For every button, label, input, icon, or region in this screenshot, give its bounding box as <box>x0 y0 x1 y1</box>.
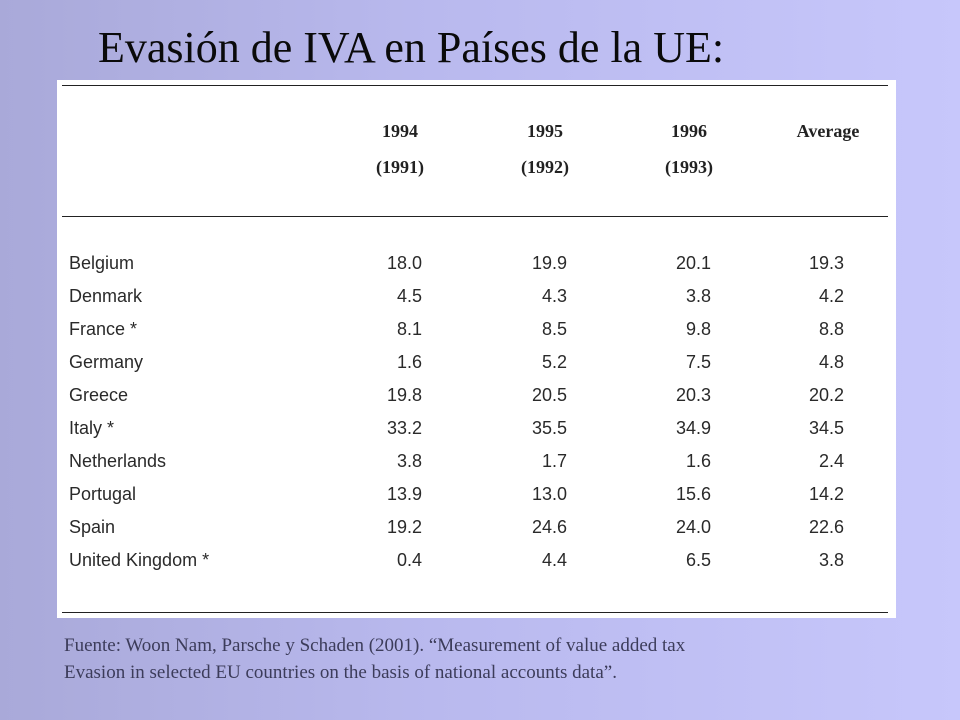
value-cell: 18.0 <box>386 253 422 273</box>
header-1993: (1993) <box>665 157 713 177</box>
value-cell: 7.5 <box>685 352 711 372</box>
header-1994: 1994 <box>382 121 418 141</box>
value-cell: 19.9 <box>531 253 567 273</box>
value-cell: 6.5 <box>685 550 711 570</box>
value-cell: 4.8 <box>818 352 844 372</box>
value-cell: 14.2 <box>808 484 844 504</box>
value-cell: 20.2 <box>808 385 844 405</box>
value-cell: 1.6 <box>396 352 422 372</box>
value-cell: 4.5 <box>396 286 422 306</box>
table-bottom-rule <box>62 612 888 613</box>
value-cell: 4.4 <box>541 550 567 570</box>
header-average: Average <box>796 121 860 141</box>
value-cell: 0.4 <box>396 550 422 570</box>
table-image: 1994 (1991) 1995 (1992) 1996 (1993) Aver… <box>57 80 896 618</box>
table-row: Greece 19.8 20.5 20.3 20.2 <box>57 385 896 415</box>
table-header-rule <box>62 216 888 217</box>
value-cell: 34.9 <box>675 418 711 438</box>
value-cell: 13.9 <box>386 484 422 504</box>
value-cell: 22.6 <box>808 517 844 537</box>
country-name: France * <box>69 319 138 339</box>
value-cell: 4.3 <box>541 286 567 306</box>
footnote-line-1: Fuente: Woon Nam, Parsche y Schaden (200… <box>64 635 686 656</box>
table-row: United Kingdom * 0.4 4.4 6.5 3.8 <box>57 550 896 580</box>
slide-title: Evasión de IVA en Países de la UE: <box>98 23 725 72</box>
value-cell: 20.5 <box>531 385 567 405</box>
country-name: Germany <box>69 352 144 372</box>
table-row: Spain 19.2 24.6 24.0 22.6 <box>57 517 896 547</box>
header-1992: (1992) <box>521 157 569 177</box>
value-cell: 35.5 <box>531 418 567 438</box>
country-name: Belgium <box>69 253 135 273</box>
value-cell: 24.0 <box>675 517 711 537</box>
value-cell: 24.6 <box>531 517 567 537</box>
country-name: Italy * <box>69 418 115 438</box>
value-cell: 20.3 <box>675 385 711 405</box>
table-row: Netherlands 3.8 1.7 1.6 2.4 <box>57 451 896 481</box>
table-row: France * 8.1 8.5 9.8 8.8 <box>57 319 896 349</box>
country-name: Denmark <box>69 286 143 306</box>
country-name: Spain <box>69 517 116 537</box>
header-1991: (1991) <box>376 157 424 177</box>
value-cell: 19.2 <box>386 517 422 537</box>
table-row: Denmark 4.5 4.3 3.8 4.2 <box>57 286 896 316</box>
value-cell: 2.4 <box>818 451 844 471</box>
value-cell: 1.6 <box>685 451 711 471</box>
value-cell: 15.6 <box>675 484 711 504</box>
value-cell: 3.8 <box>685 286 711 306</box>
country-name: Netherlands <box>69 451 167 471</box>
header-1995: 1995 <box>527 121 563 141</box>
value-cell: 3.8 <box>818 550 844 570</box>
value-cell: 9.8 <box>685 319 711 339</box>
value-cell: 19.8 <box>386 385 422 405</box>
footnote-line-2: Evasion in selected EU countries on the … <box>64 662 617 683</box>
table-row: Germany 1.6 5.2 7.5 4.8 <box>57 352 896 382</box>
country-name: Greece <box>69 385 129 405</box>
value-cell: 1.7 <box>541 451 567 471</box>
country-name: United Kingdom * <box>69 550 210 570</box>
value-cell: 4.2 <box>818 286 844 306</box>
table-top-rule <box>62 85 888 86</box>
value-cell: 5.2 <box>541 352 567 372</box>
header-1996: 1996 <box>671 121 707 141</box>
value-cell: 13.0 <box>531 484 567 504</box>
value-cell: 19.3 <box>808 253 844 273</box>
value-cell: 8.5 <box>541 319 567 339</box>
value-cell: 3.8 <box>396 451 422 471</box>
value-cell: 8.1 <box>396 319 422 339</box>
source-footnote: Fuente: Woon Nam, Parsche y Schaden (200… <box>64 632 924 686</box>
value-cell: 33.2 <box>386 418 422 438</box>
value-cell: 20.1 <box>675 253 711 273</box>
table-row: Italy * 33.2 35.5 34.9 34.5 <box>57 418 896 448</box>
value-cell: 8.8 <box>818 319 844 339</box>
table-row: Portugal 13.9 13.0 15.6 14.2 <box>57 484 896 514</box>
value-cell: 34.5 <box>808 418 844 438</box>
table-row: Belgium 18.0 19.9 20.1 19.3 <box>57 253 896 283</box>
country-name: Portugal <box>69 484 137 504</box>
